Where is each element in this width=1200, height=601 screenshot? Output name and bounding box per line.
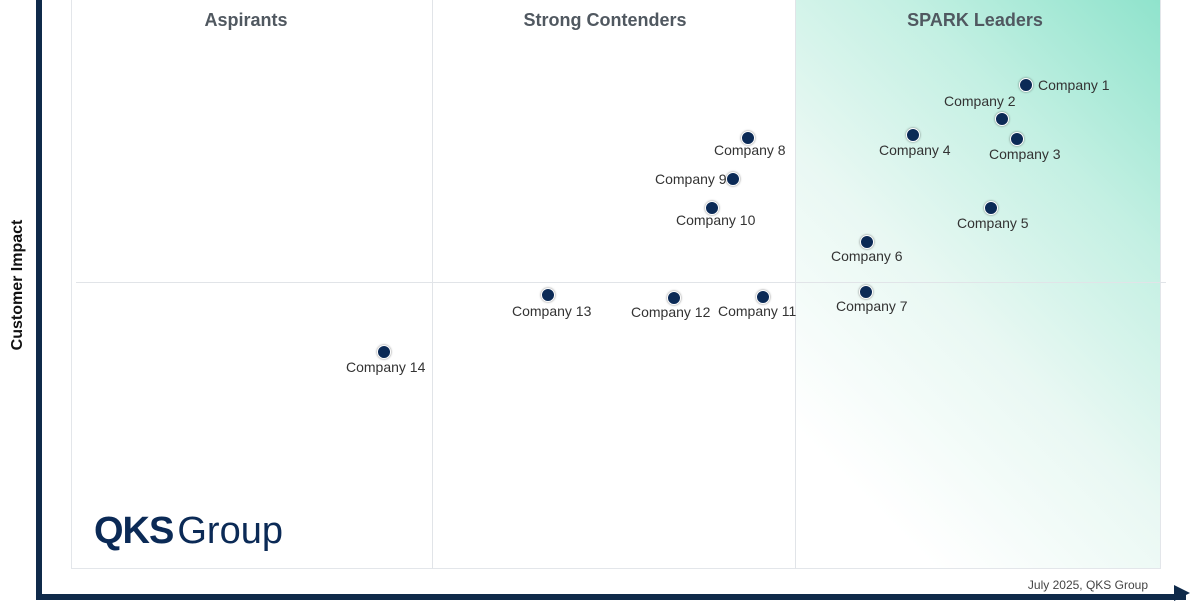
data-point-label: Company 6 — [831, 248, 903, 264]
qks-group-logo: QKS Group — [94, 510, 283, 553]
quadrant-divider-1 — [432, 0, 433, 569]
data-point — [726, 172, 740, 186]
data-point-label: Company 4 — [879, 142, 951, 158]
data-point-label: Company 10 — [676, 212, 756, 228]
quadrant-divider-horizontal — [76, 282, 1166, 283]
quadrant-title-spark-leaders: SPARK Leaders — [907, 10, 1043, 30]
footer-note: July 2025, QKS Group — [1027, 578, 1148, 592]
data-point — [756, 290, 770, 304]
data-point — [1010, 132, 1024, 146]
data-point-label: Company 12 — [631, 304, 711, 320]
data-point-label: Company 7 — [836, 298, 908, 314]
leaders-quadrant-background — [796, 0, 1161, 569]
data-point-label: Company 5 — [957, 215, 1029, 231]
data-point — [906, 128, 920, 142]
logo-group-text: Group — [177, 510, 283, 552]
data-point-label: Company 2 — [944, 93, 1016, 109]
data-point — [667, 291, 681, 305]
x-axis-arrow-icon — [1174, 585, 1190, 601]
data-point-label: Company 9 — [655, 171, 727, 187]
quadrant-divider-2 — [795, 0, 796, 569]
data-point — [1019, 78, 1033, 92]
data-point — [705, 201, 719, 215]
plot-frame — [71, 0, 1161, 569]
data-point — [377, 345, 391, 359]
x-axis-line — [36, 594, 1186, 600]
data-point — [859, 285, 873, 299]
data-point — [860, 235, 874, 249]
data-point-label: Company 14 — [346, 359, 426, 375]
logo-qks-text: QKS — [94, 510, 174, 552]
data-point-label: Company 13 — [512, 303, 592, 319]
data-point — [995, 112, 1009, 126]
data-point-label: Company 8 — [714, 142, 786, 158]
data-point — [984, 201, 998, 215]
data-point-label: Company 11 — [718, 303, 797, 319]
y-axis-line — [36, 0, 42, 597]
data-point-label: Company 1 — [1038, 77, 1110, 93]
quadrant-title-strong-contenders: Strong Contenders — [523, 10, 687, 30]
data-point-label: Company 3 — [989, 146, 1061, 162]
data-point — [741, 131, 755, 145]
data-point — [541, 288, 555, 302]
quadrant-title-aspirants: Aspirants — [204, 10, 288, 30]
y-axis-label: Customer Impact — [9, 219, 26, 351]
